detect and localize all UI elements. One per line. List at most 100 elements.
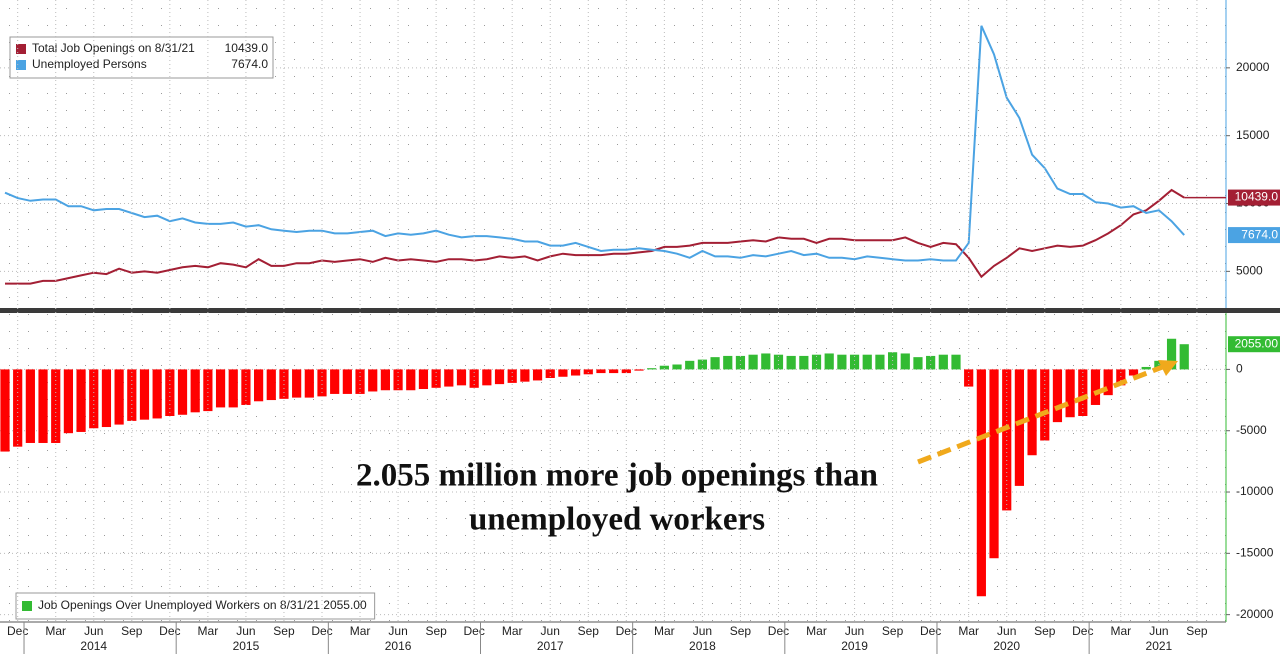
bar (431, 369, 441, 388)
legend-box (15, 592, 376, 620)
x-tick-label: Mar (958, 624, 979, 638)
bar (444, 369, 454, 387)
x-tick-label: Dec (1072, 624, 1093, 638)
annotation: 2.055 million more job openings than (356, 458, 878, 494)
x-tick-label: Jun (541, 624, 560, 638)
x-tick-label: Mar (806, 624, 827, 638)
annotation-arrow (917, 363, 1166, 465)
bar (685, 360, 695, 370)
bar (913, 357, 923, 370)
x-tick-label: Dec (159, 624, 180, 638)
bar (1141, 366, 1151, 370)
x-year-label: 2017 (537, 639, 564, 653)
tag-label: 7674.0 (1241, 227, 1278, 241)
bar (317, 369, 327, 397)
bar (152, 369, 162, 419)
bar (1128, 369, 1139, 376)
series-line (4, 25, 1185, 262)
y-tick-label: -20000 (1236, 607, 1274, 621)
bar (1052, 369, 1063, 423)
x-year-label: 2018 (689, 639, 716, 653)
bar (63, 369, 73, 434)
bar (875, 354, 885, 370)
legend-value: 10439.0 (225, 41, 269, 55)
bar (634, 369, 644, 371)
bar (203, 369, 213, 412)
x-tick-label: Dec (7, 624, 28, 638)
legend-box (9, 36, 274, 79)
bar (799, 355, 809, 370)
x-year-label: 2014 (80, 639, 107, 653)
legend: Total Job Openings on 8/31/21 10439.0 Unem… (9, 36, 274, 79)
bar (0, 369, 10, 452)
bar (1065, 369, 1075, 418)
bar (824, 353, 834, 370)
x-tick-label: Sep (121, 624, 143, 638)
bar (355, 369, 365, 394)
x-tick-label: Sep (273, 624, 295, 638)
bar (1166, 338, 1177, 370)
bar (342, 369, 352, 394)
x-tick-label: Jun (845, 624, 864, 638)
legend-label: Unemployed Persons (32, 57, 147, 71)
tag-box (1228, 336, 1280, 353)
x-tick-label: Sep (425, 624, 447, 638)
bar (558, 369, 568, 377)
bar (1116, 369, 1126, 386)
x-tick-label: Dec (463, 624, 484, 638)
panel-divider (0, 308, 1280, 313)
x-tick-label: Dec (616, 624, 637, 638)
bar (900, 353, 910, 370)
bar (786, 355, 796, 370)
bar (1027, 369, 1037, 456)
legend-label: Job Openings Over Unemployed Workers on … (38, 598, 367, 612)
bar (837, 354, 847, 370)
bar (89, 369, 99, 429)
bar (723, 355, 733, 370)
x-tick-label: Mar (198, 624, 219, 638)
x-tick-label: Sep (578, 624, 600, 638)
x-tick-label: Jun (1149, 624, 1168, 638)
bar (292, 369, 302, 398)
legend-value: 7674.0 (231, 57, 268, 71)
bar (951, 354, 961, 370)
bar (735, 355, 746, 370)
bar (51, 369, 61, 443)
bar (368, 369, 378, 392)
bar (38, 369, 48, 443)
bar (1154, 360, 1164, 370)
x-year-label: 2019 (841, 639, 868, 653)
bar (215, 369, 226, 408)
legend-swatch (22, 601, 32, 611)
y-tick-label: 0 (1236, 362, 1243, 376)
bar (482, 369, 492, 386)
x-year-label: 2016 (385, 639, 412, 653)
tag-label: 10439.0 (1235, 190, 1279, 204)
bar (596, 369, 606, 374)
y-tick-label: -15000 (1236, 546, 1274, 560)
bar (849, 354, 860, 370)
x-tick-label: Jun (997, 624, 1016, 638)
bar (139, 369, 150, 420)
last-value-tag: 10439.0 (1228, 189, 1280, 206)
x-tick-label: Sep (730, 624, 752, 638)
bar (773, 354, 784, 370)
x-tick-label: Mar (45, 624, 66, 638)
x-tick-label: Jun (693, 624, 712, 638)
x-tick-label: Sep (1186, 624, 1208, 638)
x-tick-label: Sep (882, 624, 904, 638)
tag-box (1228, 189, 1280, 206)
bar (1090, 369, 1101, 405)
bar (964, 369, 974, 387)
x-tick-label: Mar (1111, 624, 1132, 638)
bar (406, 369, 416, 391)
x-year-label: 2015 (233, 639, 260, 653)
x-tick-label: Mar (350, 624, 371, 638)
y-tick-label: -5000 (1236, 423, 1267, 437)
bar (748, 354, 758, 370)
bar (1179, 344, 1189, 370)
bar (1002, 369, 1012, 511)
x-tick-label: Jun (84, 624, 103, 638)
legend-swatch (16, 60, 26, 70)
